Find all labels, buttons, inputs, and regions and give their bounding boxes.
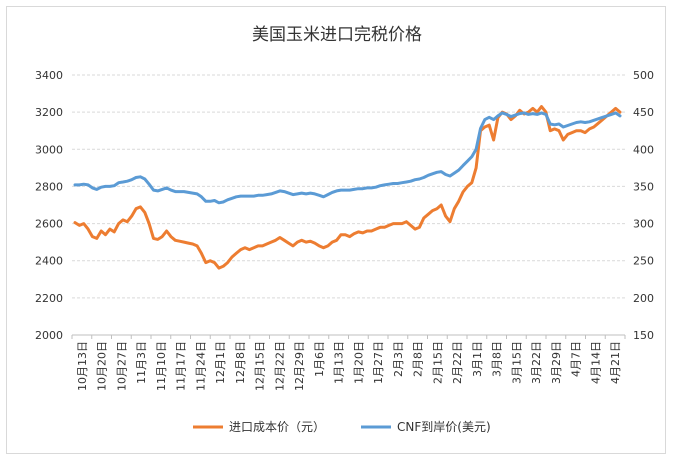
x-tick-label: 10月20日	[96, 341, 109, 391]
legend-label-cost: 进口成本价（元）	[229, 420, 325, 434]
right-tick-label: 400	[633, 143, 654, 156]
x-tick-label: 10月27日	[115, 341, 128, 391]
right-tick-label: 200	[633, 292, 654, 305]
legend: 进口成本价（元） CNF到岸价(美元)	[193, 420, 491, 434]
right-tick-label: 450	[633, 106, 654, 119]
series-lines	[73, 105, 622, 270]
x-tick-label: 11月17日	[175, 341, 188, 391]
x-tick-label: 12月22日	[273, 341, 286, 391]
chart-title: 美国玉米进口完税价格	[252, 25, 422, 45]
left-tick-label: 3000	[35, 143, 63, 156]
x-tick-label: 3月8日	[491, 341, 504, 377]
left-tick-label: 2000	[35, 329, 63, 342]
x-tick-label: 2月3日	[392, 341, 405, 377]
x-tick-label: 12月29日	[293, 341, 306, 391]
left-tick-label: 2200	[35, 292, 63, 305]
left-tick-label: 3200	[35, 106, 63, 119]
series-line-cost	[73, 105, 622, 270]
x-tick-label: 4月7日	[570, 341, 583, 377]
x-tick-label: 12月1日	[214, 341, 227, 384]
right-tick-label: 150	[633, 329, 654, 342]
x-tick-label: 1月13日	[333, 341, 346, 384]
x-tick-label: 3月22日	[530, 341, 543, 384]
x-tick-label: 3月29日	[550, 341, 563, 384]
x-tick-label: 2月8日	[412, 341, 425, 377]
x-tick-label: 4月14日	[589, 341, 602, 384]
left-axis-ticks: 2000 2200 2400 2600 2800 3000 3200 3400	[35, 69, 63, 342]
x-tick-label: 4月21日	[609, 341, 622, 384]
x-tick-label: 1月6日	[313, 341, 326, 377]
left-tick-label: 2600	[35, 218, 63, 231]
right-tick-label: 250	[633, 255, 654, 268]
left-tick-label: 2800	[35, 180, 63, 193]
x-tick-label: 3月15日	[510, 341, 523, 384]
left-tick-label: 2400	[35, 255, 63, 268]
right-tick-label: 350	[633, 180, 654, 193]
x-tick-label: 11月10日	[155, 341, 168, 391]
x-tick-label: 11月3日	[135, 341, 148, 384]
legend-label-cnf: CNF到岸价(美元)	[397, 420, 491, 434]
x-tick-label: 3月1日	[471, 341, 484, 377]
x-axis: 10月13日 10月20日 10月27日 11月3日 11月10日 11月17日 11月24…	[71, 334, 626, 391]
right-tick-label: 500	[633, 69, 654, 82]
x-tick-label: 2月22日	[451, 341, 464, 384]
x-tick-label: 11月24日	[194, 341, 207, 391]
x-tick-label: 1月27日	[372, 341, 385, 384]
x-tick-label: 12月15日	[254, 341, 267, 391]
right-tick-label: 300	[633, 218, 654, 231]
left-tick-label: 3400	[35, 69, 63, 82]
x-tick-label: 2月15日	[431, 341, 444, 384]
x-tick-label: 1月20日	[352, 341, 365, 384]
x-tick-label: 12月8日	[234, 341, 247, 384]
right-axis-ticks: 150 200 250 300 350 400 450 500	[633, 69, 654, 342]
series-line-cnf	[73, 111, 622, 205]
x-tick-label: 10月13日	[76, 341, 89, 391]
